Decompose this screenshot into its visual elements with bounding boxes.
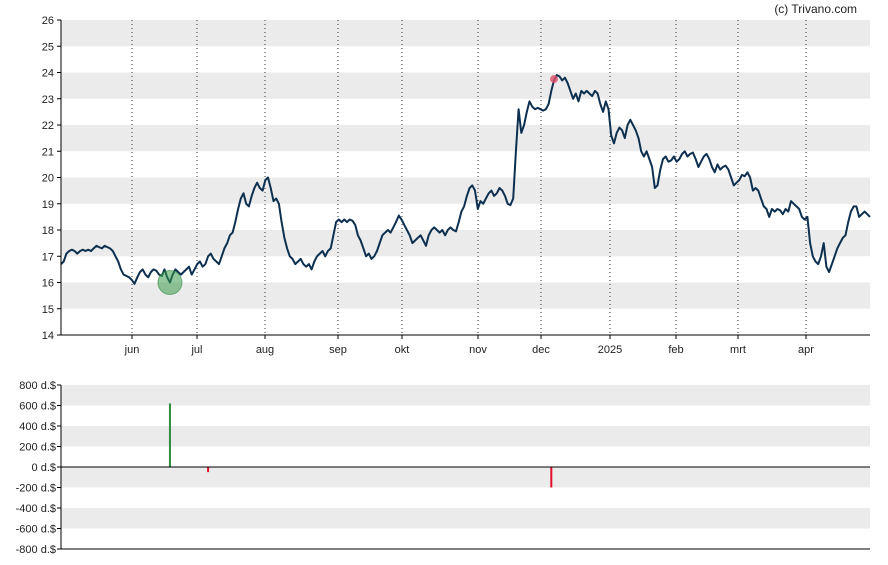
x-tick-label: apr <box>798 344 814 356</box>
price-band <box>61 282 870 309</box>
transaction-band <box>61 467 870 488</box>
y-tick-label: -400 d.$ <box>16 503 56 515</box>
trade-markers <box>157 75 559 295</box>
price-line <box>60 74 871 285</box>
y-tick-label: 22 <box>42 120 54 132</box>
y-tick-label: 400 d.$ <box>19 421 56 433</box>
price-x-axis: jun jul aug sep okt nov dec 2025 feb mrt apr <box>124 335 814 356</box>
y-tick-label: -800 d.$ <box>16 544 56 556</box>
y-tick-label: 19 <box>42 199 54 211</box>
price-band <box>61 20 870 47</box>
transaction-band <box>61 385 870 406</box>
y-tick-label: 18 <box>42 225 54 237</box>
y-tick-label: -600 d.$ <box>16 524 56 536</box>
x-tick-label: dec <box>532 344 550 356</box>
y-tick-label: 21 <box>42 146 54 158</box>
transaction-bars <box>168 403 553 488</box>
y-tick-label: 15 <box>42 304 54 316</box>
price-panel-bands <box>61 20 870 309</box>
y-tick-label: 600 d.$ <box>19 401 56 413</box>
y-tick-label: 800 d.$ <box>19 380 56 392</box>
price-band <box>61 72 870 99</box>
price-panel-month-gridlines <box>131 20 807 335</box>
price-y-axis: 14 15 16 17 18 19 20 21 22 23 24 25 26 <box>42 15 61 342</box>
x-tick-label: 2025 <box>598 344 622 356</box>
x-tick-label: nov <box>469 344 487 356</box>
y-tick-label: 0 d.$ <box>32 462 56 474</box>
y-tick-label: 25 <box>42 41 54 53</box>
price-band <box>61 230 870 257</box>
y-tick-label: 17 <box>42 251 54 263</box>
transaction-panel-axes <box>60 385 870 550</box>
x-tick-label: sep <box>329 344 347 356</box>
y-tick-label: 200 d.$ <box>19 442 56 454</box>
x-tick-label: jun <box>124 344 140 356</box>
y-tick-label: 26 <box>42 15 54 27</box>
x-tick-label: feb <box>668 344 683 356</box>
buy-marker <box>157 270 183 295</box>
transaction-band <box>61 426 870 447</box>
price-panel-axes <box>60 20 870 336</box>
y-tick-label: 16 <box>42 278 54 290</box>
price-band <box>61 125 870 152</box>
y-tick-label: 23 <box>42 94 54 106</box>
y-tick-label: 20 <box>42 173 54 185</box>
x-tick-label: jul <box>190 344 202 356</box>
x-tick-label: okt <box>395 344 410 356</box>
transaction-band <box>61 508 870 529</box>
x-tick-label: aug <box>256 344 274 356</box>
credit-label: (c) Trivano.com <box>774 2 857 16</box>
transaction-panel-bands <box>61 385 870 529</box>
y-tick-label: 14 <box>42 330 54 342</box>
sell-marker <box>550 75 559 84</box>
y-tick-label: 24 <box>42 68 54 80</box>
transaction-y-axis: 800 d.$ 600 d.$ 400 d.$ 200 d.$ 0 d.$ -200 d.… <box>16 380 61 556</box>
x-tick-label: mrt <box>730 344 746 356</box>
y-tick-label: -200 d.$ <box>16 483 56 495</box>
